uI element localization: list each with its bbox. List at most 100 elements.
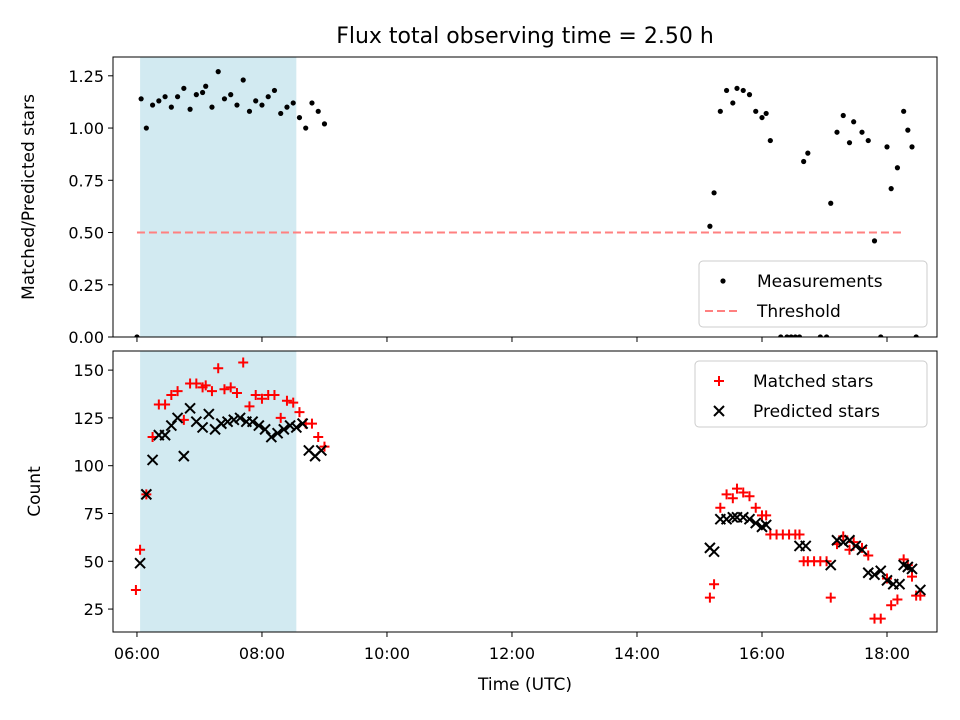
x-tick-label: 10:00 bbox=[364, 644, 410, 663]
top-y-axis-label: Matched/Predicted stars bbox=[19, 94, 39, 300]
matched-star-point bbox=[881, 573, 892, 584]
matched-star-point bbox=[288, 397, 299, 408]
measurement-point bbox=[259, 102, 265, 108]
legend-entry-label: Matched stars bbox=[753, 372, 873, 392]
top-panel: 0.00 0.25 0.50 0.75 1.00 1.25 Matched/Predicte… bbox=[19, 56, 938, 347]
x-tick-label: 06:00 bbox=[114, 644, 160, 663]
matched-star-point bbox=[906, 571, 917, 582]
top-legend-box bbox=[698, 260, 928, 328]
top-y-tick-label: 1.25 bbox=[68, 67, 104, 86]
measurement-point bbox=[884, 144, 890, 150]
measurement-point bbox=[315, 108, 321, 114]
measurement-point bbox=[792, 334, 798, 337]
predicted-star-point bbox=[743, 513, 756, 525]
measurement-point bbox=[221, 96, 228, 102]
matched-star-point bbox=[191, 378, 202, 389]
top-y-tick-label: 0.50 bbox=[68, 224, 104, 243]
predicted-star-point bbox=[868, 568, 881, 581]
measurement-point bbox=[740, 87, 746, 94]
matched-star-point bbox=[231, 388, 242, 399]
predicted-star-point bbox=[862, 567, 874, 579]
matched-star-point bbox=[244, 401, 255, 412]
predicted-star-point bbox=[296, 417, 309, 430]
matched-star-point bbox=[135, 544, 146, 555]
measurement-point bbox=[905, 127, 911, 133]
predicted-star-point bbox=[856, 544, 868, 556]
measurement-point bbox=[778, 334, 784, 337]
predicted-star-point bbox=[228, 414, 240, 426]
bottom-legend-box bbox=[694, 360, 928, 428]
predicted-star-point bbox=[284, 419, 296, 432]
x-tick-label: 16:00 bbox=[739, 644, 785, 663]
matched-star-point bbox=[313, 432, 324, 443]
predicted-star-point bbox=[727, 511, 739, 524]
top-y-tick-label: 0.25 bbox=[68, 276, 104, 295]
matched-star-point bbox=[200, 380, 211, 391]
bottom-y-tick-label: 50 bbox=[84, 552, 104, 571]
legend-predicted-marker bbox=[713, 405, 725, 417]
measurement-point bbox=[796, 334, 803, 337]
matched-star-point bbox=[738, 487, 749, 498]
predicted-star-point bbox=[171, 412, 184, 424]
measurement-point bbox=[707, 223, 713, 229]
matched-star-point bbox=[269, 389, 280, 400]
predicted-star-point bbox=[708, 546, 720, 558]
bottom-y-axis-label: Count bbox=[25, 466, 45, 517]
measurement-point bbox=[913, 334, 919, 337]
top-y-tick-label: 0.75 bbox=[68, 171, 104, 190]
predicted-star-point bbox=[893, 578, 906, 590]
measurement-point bbox=[834, 129, 840, 135]
matched-star-point bbox=[219, 384, 230, 395]
measurement-point bbox=[265, 94, 271, 100]
predicted-star-point bbox=[875, 565, 887, 577]
matched-star-point bbox=[166, 389, 177, 400]
predicted-star-point bbox=[253, 419, 265, 432]
matched-star-point bbox=[281, 395, 292, 406]
matched-star-point bbox=[130, 584, 141, 595]
measurement-point bbox=[840, 112, 846, 119]
measurement-point bbox=[801, 158, 807, 165]
predicted-star-point bbox=[906, 563, 918, 575]
measurement-point bbox=[871, 238, 878, 244]
predicted-star-point bbox=[196, 421, 209, 434]
measurement-point bbox=[753, 108, 759, 114]
predicted-star-point bbox=[825, 559, 837, 571]
matched-star-point bbox=[750, 502, 761, 513]
measurement-point bbox=[138, 96, 144, 102]
measurement-point bbox=[203, 83, 209, 89]
matched-star-point bbox=[306, 418, 317, 429]
matched-star-point bbox=[275, 412, 286, 423]
measurement-point bbox=[321, 121, 328, 127]
measurement-point bbox=[271, 87, 278, 94]
matched-star-point bbox=[886, 600, 897, 611]
measurement-point bbox=[763, 110, 769, 117]
bottom-axes-frame bbox=[112, 350, 938, 633]
bottom-y-tick-label: 125 bbox=[73, 409, 104, 428]
predicted-star-point bbox=[271, 427, 284, 439]
x-tick-label: 18:00 bbox=[864, 644, 910, 663]
measurement-point bbox=[894, 165, 901, 171]
predicted-star-point bbox=[881, 574, 893, 587]
measurement-point bbox=[284, 104, 290, 110]
measurement-point bbox=[240, 77, 246, 83]
bottom-panel: 25 50 75 100 125 150 06:00 08:00 10:00 12:00 14:00… bbox=[25, 350, 938, 663]
measurement-point bbox=[730, 100, 736, 106]
measurement-point bbox=[246, 108, 253, 114]
predicted-star-point bbox=[221, 416, 234, 428]
predicted-star-point bbox=[140, 488, 153, 501]
predicted-star-point bbox=[184, 402, 196, 415]
predicted-star-point bbox=[203, 408, 215, 420]
matched-star-point bbox=[727, 493, 738, 504]
matched-star-point bbox=[256, 393, 267, 404]
legend-measurement-marker bbox=[720, 278, 726, 284]
measurement-point bbox=[156, 98, 162, 104]
matched-star-point bbox=[915, 590, 926, 601]
measurement-point bbox=[199, 89, 206, 96]
measurement-point bbox=[215, 69, 221, 75]
matched-star-point bbox=[744, 491, 755, 502]
measurement-point bbox=[143, 125, 149, 131]
measurement-point bbox=[888, 186, 894, 192]
bottom-highlight-band bbox=[140, 351, 297, 632]
bottom-y-tick-label: 100 bbox=[73, 457, 104, 476]
